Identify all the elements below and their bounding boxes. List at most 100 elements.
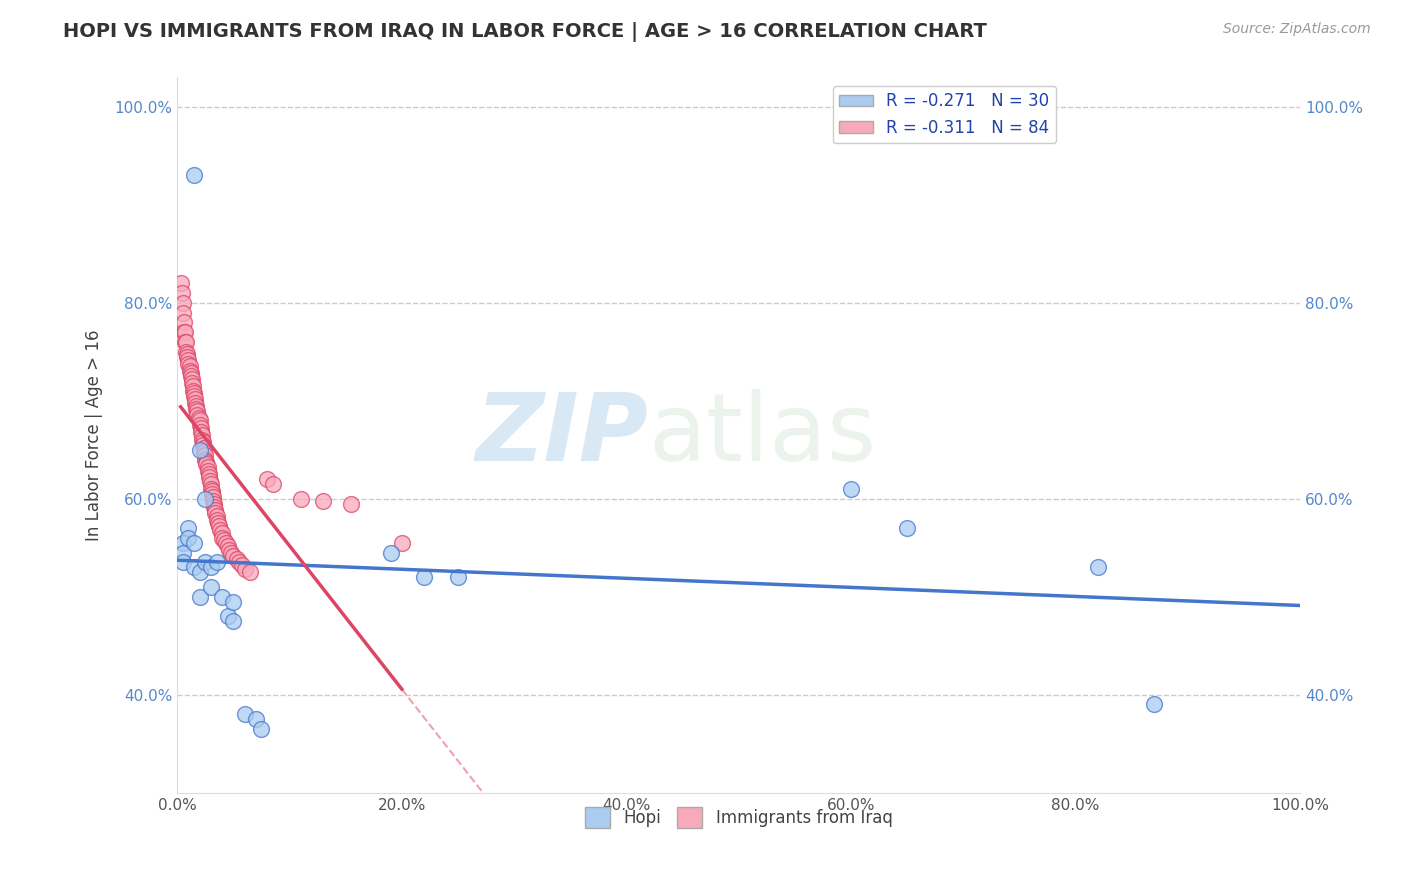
Point — [201, 483, 224, 498]
Point — [207, 516, 229, 531]
Point — [225, 552, 247, 566]
Point — [173, 315, 195, 329]
Point — [197, 464, 219, 478]
Point — [211, 526, 233, 541]
Point — [256, 472, 278, 486]
Point — [204, 503, 226, 517]
Point — [447, 570, 470, 584]
Point — [413, 570, 436, 584]
Point — [194, 452, 217, 467]
Point — [222, 594, 245, 608]
Point — [222, 549, 245, 563]
Point — [228, 556, 250, 570]
Point — [188, 442, 211, 457]
Point — [391, 536, 413, 550]
Point — [186, 399, 208, 413]
Point — [172, 536, 194, 550]
Point — [176, 350, 198, 364]
Point — [191, 434, 214, 449]
Point — [202, 490, 225, 504]
Point — [233, 707, 256, 722]
Point — [200, 580, 222, 594]
Point — [179, 359, 201, 374]
Point — [380, 546, 402, 560]
Point — [839, 482, 862, 496]
Point — [174, 334, 197, 349]
Point — [1087, 560, 1109, 574]
Point — [218, 542, 240, 557]
Point — [174, 325, 197, 339]
Point — [194, 491, 217, 506]
Text: Source: ZipAtlas.com: Source: ZipAtlas.com — [1223, 22, 1371, 37]
Point — [211, 531, 233, 545]
Point — [202, 493, 225, 508]
Point — [183, 385, 205, 400]
Point — [262, 477, 284, 491]
Point — [191, 433, 214, 447]
Point — [195, 458, 218, 472]
Legend: Hopi, Immigrants from Iraq: Hopi, Immigrants from Iraq — [578, 801, 900, 834]
Point — [177, 357, 200, 371]
Point — [177, 352, 200, 367]
Point — [177, 531, 200, 545]
Point — [250, 722, 273, 736]
Point — [197, 467, 219, 482]
Point — [290, 491, 312, 506]
Point — [211, 590, 233, 604]
Text: HOPI VS IMMIGRANTS FROM IRAQ IN LABOR FORCE | AGE > 16 CORRELATION CHART: HOPI VS IMMIGRANTS FROM IRAQ IN LABOR FO… — [63, 22, 987, 42]
Point — [180, 369, 202, 384]
Point — [208, 519, 231, 533]
Point — [174, 344, 197, 359]
Point — [205, 556, 228, 570]
Point — [183, 560, 205, 574]
Point — [1143, 698, 1166, 712]
Point — [896, 521, 918, 535]
Point — [193, 444, 215, 458]
Point — [205, 513, 228, 527]
Point — [239, 565, 262, 579]
Point — [194, 448, 217, 462]
Point — [197, 470, 219, 484]
Point — [183, 536, 205, 550]
Point — [188, 565, 211, 579]
Point — [201, 487, 224, 501]
Point — [180, 367, 202, 381]
Point — [190, 421, 212, 435]
Y-axis label: In Labor Force | Age > 16: In Labor Force | Age > 16 — [86, 329, 103, 541]
Point — [217, 539, 239, 553]
Point — [200, 560, 222, 574]
Point — [183, 169, 205, 183]
Point — [340, 497, 363, 511]
Text: atlas: atlas — [648, 389, 877, 481]
Point — [219, 546, 242, 560]
Point — [176, 347, 198, 361]
Point — [188, 418, 211, 433]
Point — [180, 372, 202, 386]
Point — [205, 509, 228, 524]
Point — [193, 441, 215, 455]
Point — [184, 392, 207, 406]
Text: ZIP: ZIP — [477, 389, 648, 481]
Point — [233, 562, 256, 576]
Point — [188, 590, 211, 604]
Point — [188, 413, 211, 427]
Point — [200, 482, 222, 496]
Point — [181, 379, 204, 393]
Point — [191, 428, 214, 442]
Point — [181, 384, 204, 398]
Point — [190, 425, 212, 439]
Point — [179, 364, 201, 378]
Point — [169, 276, 191, 290]
Point — [173, 325, 195, 339]
Point — [195, 454, 218, 468]
Point — [197, 460, 219, 475]
Point — [174, 334, 197, 349]
Point — [222, 614, 245, 628]
Point — [172, 556, 194, 570]
Point — [202, 500, 225, 514]
Point — [186, 409, 208, 423]
Point — [245, 712, 267, 726]
Point — [170, 285, 193, 300]
Point — [180, 376, 202, 391]
Point — [172, 295, 194, 310]
